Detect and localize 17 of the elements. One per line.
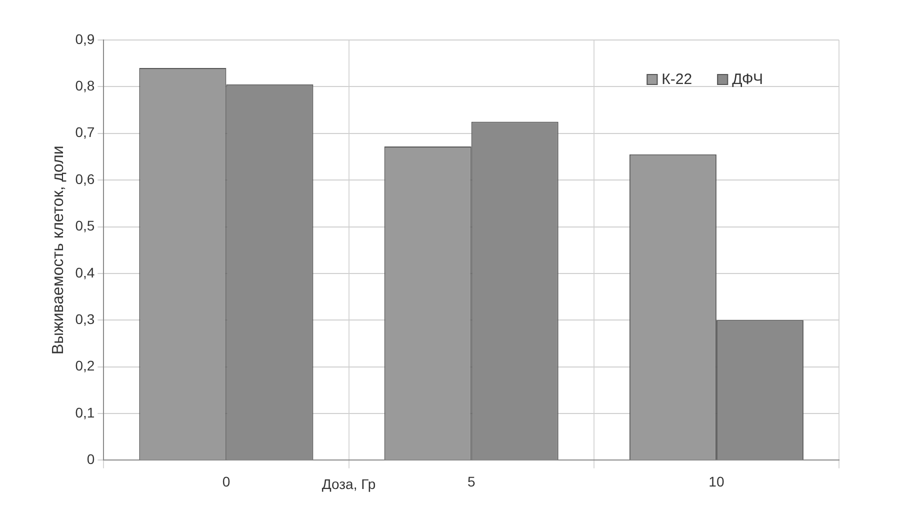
y-tick-label: 0,3 [75, 310, 95, 327]
y-tick-label: 0,1 [75, 404, 95, 420]
y-tick-label: 0,8 [75, 78, 95, 94]
y-tick-label: 0,7 [75, 124, 95, 140]
y-tick-label: 0,9 [75, 30, 95, 47]
x-tick-label: 10 [708, 473, 724, 490]
y-tick-label: 0,4 [75, 264, 95, 280]
y-tick-label: 0 [86, 451, 95, 468]
legend-label: ДФЧ [732, 71, 764, 88]
legend-label: К-22 [662, 71, 692, 88]
x-axis-title: Доза, Гр [322, 476, 376, 492]
x-tick-label: 0 [222, 473, 230, 490]
y-axis-title: Выживаемость клеток, доли [50, 146, 68, 355]
x-tick-label: 5 [467, 473, 476, 490]
y-tick-label: 0,5 [75, 218, 95, 234]
y-tick-label: 0,2 [75, 358, 95, 374]
y-tick-label: 0,6 [75, 170, 95, 187]
